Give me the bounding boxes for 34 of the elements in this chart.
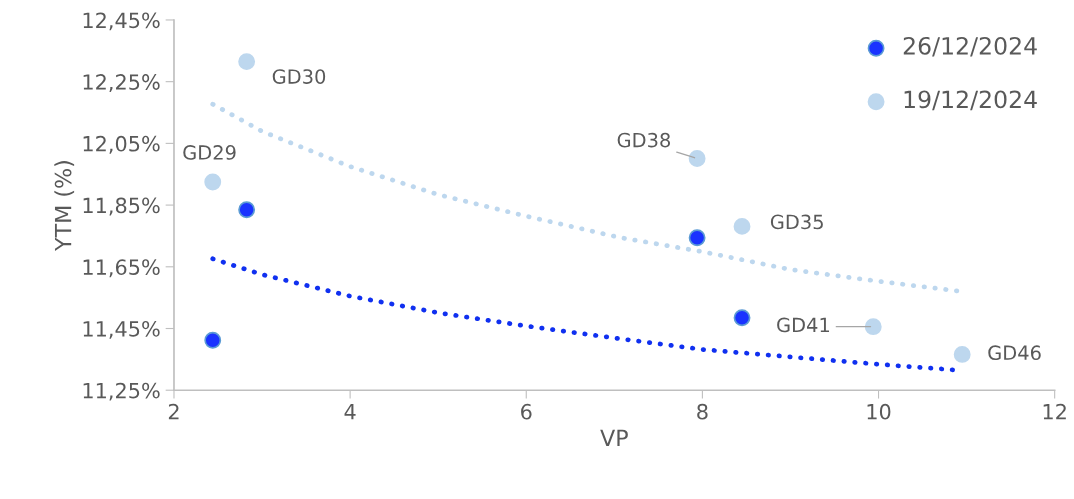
- y-tick-label: 11,45%: [83, 320, 160, 339]
- y-tick-label: 11,65%: [83, 259, 160, 278]
- point: [688, 229, 706, 247]
- y-tick-label: 11,85%: [83, 197, 160, 216]
- x-tick-label: 10: [867, 403, 891, 420]
- annotation: GD41: [777, 317, 830, 333]
- y-tick-label: 12,25%: [83, 74, 160, 93]
- line-series: [210, 256, 956, 373]
- point: [204, 173, 222, 191]
- point: [204, 331, 222, 349]
- x-tick-label: 6: [521, 403, 532, 420]
- point: [733, 309, 751, 327]
- annotation: GD35: [770, 214, 823, 230]
- x-axis-title: VP: [600, 429, 628, 447]
- x-tick-label: 8: [697, 403, 708, 420]
- x-tick-label: 2: [168, 403, 179, 420]
- point: [864, 318, 882, 336]
- y-tick-label: 12,05%: [83, 135, 160, 154]
- legend-label: 26/12/2024: [903, 36, 1037, 57]
- annotation: GD38: [617, 132, 671, 148]
- x-tick-label: 4: [344, 404, 356, 420]
- annotation: GD29: [183, 145, 236, 160]
- x-tick-label: 12: [1043, 403, 1066, 420]
- y-axis-title: YTM (%): [54, 161, 75, 252]
- y-tick-label: 12,45%: [83, 12, 160, 31]
- legend-label: 19/12/2024: [904, 90, 1037, 111]
- point: [733, 217, 751, 235]
- y-tick-label: 11,25%: [83, 382, 160, 401]
- point: [238, 201, 256, 219]
- annotation: GD30: [272, 69, 326, 84]
- point: [238, 53, 256, 71]
- point: [688, 150, 706, 167]
- point: [953, 345, 971, 363]
- annotation: GD46: [988, 345, 1041, 361]
